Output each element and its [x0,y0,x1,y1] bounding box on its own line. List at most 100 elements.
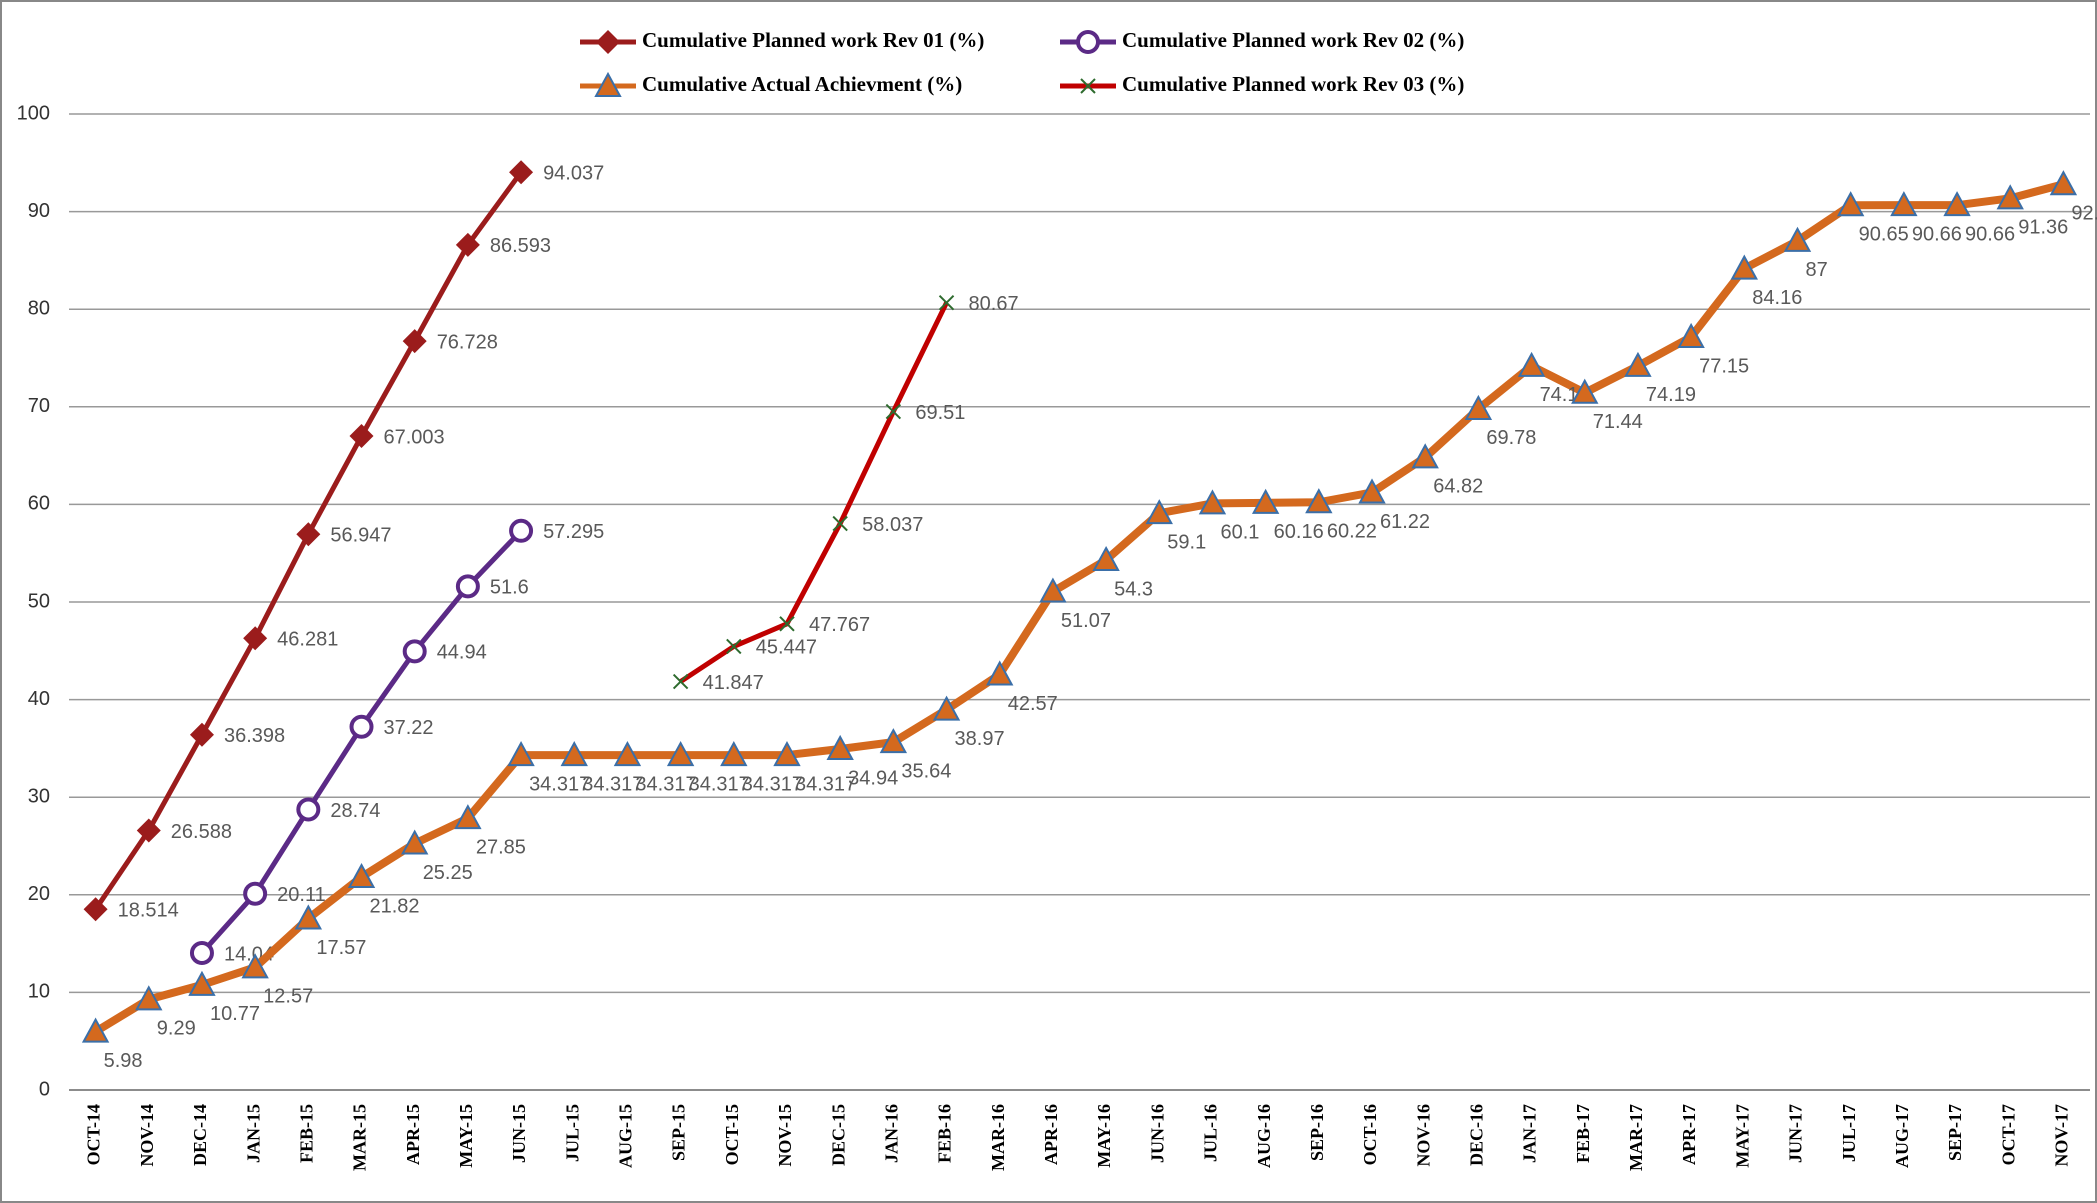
data-label: 69.51 [915,402,965,424]
legend-label: Cumulative Planned work Rev 03 (%) [1122,72,1464,96]
marker [1080,78,1096,94]
data-label: 51.07 [1061,610,1111,632]
legend-label: Cumulative Actual Achievment (%) [642,72,962,96]
data-label: 27.85 [476,836,526,858]
marker [779,616,795,632]
marker [243,881,268,906]
marker [885,403,902,420]
x-tick-label: FEB-16 [935,1104,955,1163]
marker [401,829,429,855]
data-label: 34.317 [689,773,750,795]
x-tick-label: NOV-15 [775,1104,795,1167]
x-tick-label: JUN-16 [1147,1104,1167,1163]
marker [1411,443,1439,469]
marker [296,522,321,547]
marker [726,638,742,655]
legend-label: Cumulative Planned work Rev 01 (%) [642,28,984,52]
data-label: 34.317 [582,773,643,795]
data-label: 92.8 [2071,203,2097,225]
marker [1730,254,1758,280]
y-tick-label: 30 [28,785,50,807]
data-label: 90.65 [1859,224,1909,246]
x-tick-label: MAY-16 [1094,1104,1114,1168]
data-label: 34.317 [795,773,856,795]
data-label: 47.767 [809,614,870,636]
marker [1890,191,1918,217]
y-tick-label: 90 [28,200,50,222]
marker [83,897,108,922]
data-label: 37.22 [384,717,434,739]
x-tick-label: AUG-16 [1254,1104,1274,1168]
data-label: 9.29 [157,1018,196,1040]
marker [1251,488,1280,514]
data-label: 44.94 [437,642,487,664]
data-label: 34.317 [529,773,590,795]
x-tick-label: JAN-17 [1520,1104,1540,1163]
y-tick-label: 20 [28,883,50,905]
marker [560,740,588,767]
marker [1943,191,1971,217]
data-label: 17.57 [316,937,366,959]
x-tick-label: MAR-15 [350,1104,370,1171]
x-tick-label: JUN-15 [509,1104,529,1163]
data-label: 21.82 [370,895,420,917]
marker [1996,184,2024,210]
series-line [93,180,2065,1036]
data-label: 59.1 [1167,531,1206,553]
marker [832,515,848,532]
marker [294,904,323,930]
x-tick-label: SEP-15 [669,1104,689,1161]
x-tick-label: APR-16 [1041,1104,1061,1165]
data-label: 94.037 [543,162,604,184]
marker [349,424,374,449]
data-label: 80.67 [969,293,1019,315]
x-tick-label: SEP-17 [1945,1104,1965,1161]
data-label: 57.295 [543,521,604,543]
x-tick-label: JAN-15 [243,1104,263,1163]
marker [826,734,854,760]
marker [596,30,620,54]
marker [1783,226,1812,252]
data-label: 60.16 [1274,521,1324,543]
marker [672,673,689,690]
x-tick-label: MAR-16 [988,1104,1008,1171]
legend-label: Cumulative Planned work Rev 02 (%) [1122,28,1464,52]
data-label: 56.947 [330,524,391,546]
marker [349,714,374,739]
data-label: 86.593 [490,235,551,257]
data-label: 5.98 [104,1050,143,1072]
y-tick-label: 70 [28,395,50,417]
marker [454,804,482,830]
data-label: 42.57 [1008,693,1058,715]
data-label: 61.22 [1380,511,1430,533]
data-label: 26.588 [171,821,232,843]
data-label: 34.317 [635,773,696,795]
marker [1039,577,1067,603]
data-label: 64.82 [1433,476,1483,498]
x-tick-label: JUN-17 [1786,1104,1806,1163]
marker [932,695,961,721]
data-label: 25.25 [423,862,473,884]
marker [509,160,534,185]
marker [1358,478,1386,504]
x-tick-label: DEC-15 [828,1104,848,1166]
x-tick-label: APR-15 [403,1104,423,1165]
marker [1464,394,1493,420]
x-tick-label: MAR-17 [1626,1104,1646,1171]
data-label: 54.3 [1114,578,1153,600]
data-label: 58.037 [862,514,923,536]
y-tick-label: 100 [17,102,50,124]
x-tick-label: AUG-17 [1892,1104,1912,1168]
marker [296,797,321,822]
marker [879,728,908,754]
x-tick-label: APR-17 [1679,1104,1699,1165]
marker [1092,545,1120,572]
x-tick-label: DEC-14 [190,1104,210,1166]
marker [402,329,427,354]
marker [507,740,535,767]
x-tick-label: OCT-15 [722,1104,742,1165]
marker [2049,170,2078,196]
x-tick-label: SEP-16 [1307,1104,1327,1161]
x-tick-label: FEB-17 [1573,1104,1593,1163]
x-tick-label: NOV-16 [1413,1104,1433,1167]
